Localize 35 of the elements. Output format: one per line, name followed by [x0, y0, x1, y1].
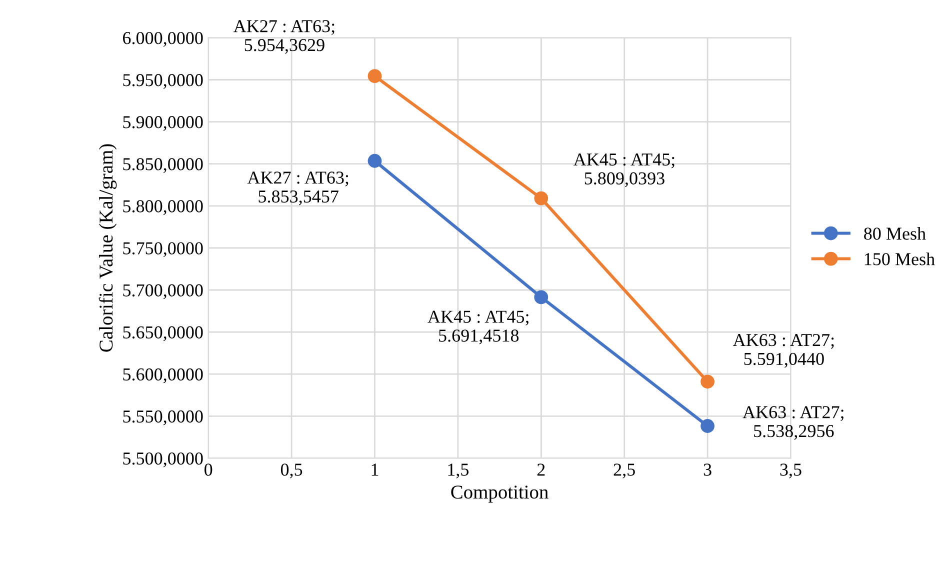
point — [534, 290, 548, 304]
x-tick-label: 1,5 — [448, 464, 469, 478]
point — [368, 154, 382, 168]
y-tick-label: 5.800,0000 — [123, 200, 203, 215]
y-tick-label: 5.500,0000 — [123, 452, 203, 468]
x-tick-label: 2,5 — [614, 464, 635, 478]
x-tick-label: 2 — [537, 464, 545, 476]
legend-label: 150 Mesh — [864, 252, 935, 266]
y-tick-label: 6.000,0000 — [123, 32, 203, 47]
annotation: AK45 : AT45; 5.691,4518 — [428, 310, 528, 344]
x-tick-label: 3 — [704, 464, 712, 476]
annotation: AK27 : AT63; 5.853,5457 — [247, 172, 348, 206]
point — [700, 374, 714, 389]
x-tick-label: 0 — [204, 464, 212, 476]
y-tick-label: 5.550,0000 — [123, 410, 203, 426]
x-axis-title: Compotition — [451, 486, 548, 503]
y-axis-title: Calorific Value (Kal/gram) — [98, 144, 117, 352]
annotation: AK63 : AT27; 5.538,2956 — [742, 406, 844, 440]
x-tick-label: 1 — [372, 464, 378, 476]
y-tick-label: 5.750,0000 — [123, 242, 203, 257]
y-tick-label: 5.900,0000 — [123, 116, 203, 131]
annotation: AK27 : AT63; 5.954,3629 — [233, 20, 334, 54]
point — [368, 69, 382, 84]
legend-label: 80 Mesh — [864, 227, 926, 240]
y-tick-label: 5.700,0000 — [123, 284, 203, 300]
y-tick-label: 5.850,0000 — [123, 158, 203, 173]
x-tick-label: 0,5 — [280, 464, 302, 478]
y-tick-label: 5.650,0000 — [123, 326, 203, 342]
annotation: AK63 : AT27; 5.591,0440 — [732, 334, 834, 368]
annotation: AK45 : AT45; 5.809,0393 — [573, 154, 674, 188]
y-tick-label: 5.950,0000 — [123, 74, 203, 89]
y-tick-label: 5.600,0000 — [123, 368, 203, 384]
point — [700, 419, 714, 433]
x-tick-label: 3,5 — [780, 464, 802, 478]
point — [534, 191, 548, 206]
